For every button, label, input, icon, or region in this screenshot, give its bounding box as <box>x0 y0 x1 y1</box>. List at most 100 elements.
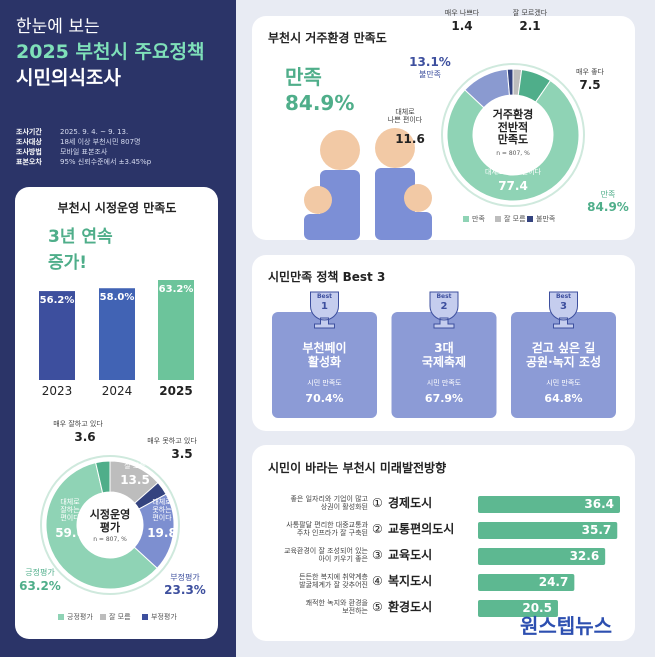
wedge-label: 매우 나쁘다 <box>444 9 480 17</box>
illustration <box>375 128 415 168</box>
legend-label: 만족 <box>472 215 485 223</box>
value-label: 35.7 <box>581 523 612 537</box>
wedge-value: 3.6 <box>74 430 96 444</box>
survey-label: 표본오차 <box>16 158 42 166</box>
description: 쾌적한 녹지와 환경을 보전하는 <box>305 599 368 616</box>
wedge-label: 잘 모르겠다 <box>512 9 548 17</box>
value-label: 58.0% <box>99 292 135 304</box>
description: 좋은 일자리와 기업이 많고 상권이 활성화된 <box>290 495 368 512</box>
policy-name: 부천페이 활성화 <box>302 341 347 369</box>
summary-label: 불만족 <box>418 70 442 79</box>
wedge-value: 13.5 <box>120 473 150 487</box>
wedge-label: 대체로 나쁜 편이다 <box>387 108 423 125</box>
value-label: 36.4 <box>584 497 614 511</box>
wedge-value: 19.8 <box>147 526 177 540</box>
wedge-label: 매우 못하고 있다 <box>147 437 197 445</box>
survey-label: 조사대상 <box>16 138 42 146</box>
wedge-value: 3.5 <box>171 447 193 461</box>
wedge-label: 대체로 못하는 편이다 <box>152 498 172 523</box>
x-label: 2025 <box>159 384 193 398</box>
headline: 만족 <box>285 65 322 89</box>
bar <box>39 291 75 380</box>
summary-value: 63.2% <box>19 579 61 593</box>
legend-label: 긍정평가 <box>67 613 93 621</box>
description: 교육환경이 잘 조성되어 있는 아이 키우기 좋은 <box>284 547 368 564</box>
illustration <box>404 212 432 240</box>
marker: ④ <box>372 574 383 588</box>
legend-swatch <box>495 216 501 222</box>
legend-swatch <box>100 614 106 620</box>
policy-label: 시민 만족도 <box>426 379 462 387</box>
survey-value: 2025. 9. 4. ~ 9. 13. <box>60 128 129 136</box>
illustration <box>304 186 332 214</box>
center-title: 시정운영 평가 <box>89 508 131 534</box>
x-label: 2023 <box>41 384 73 398</box>
outer-ring <box>441 63 585 207</box>
best-card <box>511 312 616 418</box>
marker: ③ <box>372 548 383 562</box>
legend-swatch <box>463 216 469 222</box>
illustration <box>304 214 332 240</box>
bar <box>158 280 194 380</box>
x-label: 2024 <box>101 384 133 398</box>
wedge-label: 대체로 좋은 편이다 <box>485 168 541 176</box>
note: n = 807, % <box>93 536 127 543</box>
legend-label: 부정평가 <box>151 613 177 621</box>
legend-label: 잘 모름 <box>504 215 526 223</box>
best-card <box>272 312 377 418</box>
value-label: 63.2% <box>158 284 194 295</box>
outer-ring <box>40 455 180 595</box>
summary-value: 23.3% <box>164 583 206 597</box>
category-label: 경제도시 <box>388 496 433 510</box>
best-badge: Best <box>316 293 333 300</box>
card-title: 부천시 시정운영 만족도 <box>57 201 177 215</box>
bar <box>99 288 135 380</box>
wedge-value: 7.5 <box>579 78 601 92</box>
legend-label: 잘 모름 <box>109 613 131 621</box>
summary-value: 84.9% <box>587 200 629 214</box>
headline: 84.9% <box>285 91 355 115</box>
marker: ② <box>372 522 383 536</box>
policy-label: 시민 만족도 <box>546 379 581 387</box>
legend-swatch <box>527 216 533 222</box>
policy-name: 3대 국제축제 <box>421 341 467 369</box>
description: 사통팔달 편리한 대중교통과 주차 인프라가 잘 구축된 <box>286 521 368 538</box>
badge: 3년 연속 <box>48 227 113 247</box>
marker: ① <box>372 496 383 510</box>
best-badge: Best <box>555 293 572 300</box>
summary-label: 만족 <box>600 190 616 199</box>
wedge-value: 2.1 <box>519 19 541 33</box>
survey-label: 조사방법 <box>16 148 42 156</box>
wedge <box>95 460 111 494</box>
trophy <box>310 291 339 329</box>
category-label: 교통편의도시 <box>388 522 455 536</box>
wedge-value: 59.6 <box>55 526 85 540</box>
illustration <box>320 130 360 170</box>
wedge-value: 11.6 <box>395 132 425 146</box>
category-label: 환경도시 <box>388 600 433 614</box>
illustration <box>404 184 432 212</box>
value-label: 24.7 <box>538 575 569 589</box>
survey-value: 95% 신뢰수준에서 ±3.45%p <box>60 158 152 166</box>
bar <box>478 496 620 513</box>
card-title: 시민이 바라는 부천시 미래발전방향 <box>268 461 447 475</box>
survey-value: 모바일 표본조사 <box>60 148 108 156</box>
card-title: 부천시 거주환경 만족도 <box>268 31 387 45</box>
policy-value: 64.8% <box>544 392 583 405</box>
subtitle: 시민의식조사 <box>16 67 121 89</box>
best-rank: 1 <box>321 301 328 312</box>
policy-value: 67.9% <box>424 392 464 405</box>
wedge <box>446 79 580 202</box>
center-title: 거주환경 전반적 만족도 <box>492 108 534 147</box>
policy-label: 시민 만족도 <box>307 379 342 387</box>
bar <box>478 574 575 591</box>
legend-swatch <box>58 614 64 620</box>
survey-value: 18세 이상 부천시민 807명 <box>60 138 141 146</box>
value-label: 56.2% <box>39 295 75 307</box>
wedge <box>45 462 158 590</box>
category-label: 복지도시 <box>388 574 433 588</box>
wedge <box>506 68 514 96</box>
legend-swatch <box>142 614 148 620</box>
